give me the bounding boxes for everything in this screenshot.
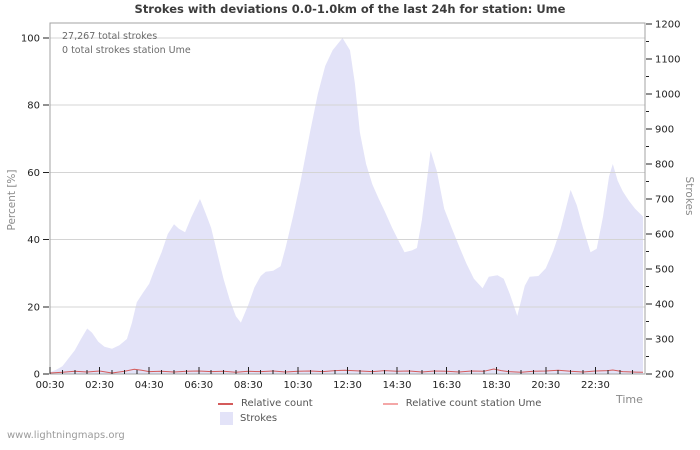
- right-axis-tick-label: 800: [655, 160, 674, 171]
- right-axis-tick-label: 700: [655, 195, 674, 206]
- legend-entry-relative-count-station: Relative count station Ume: [382, 398, 542, 409]
- x-tick-label: 08:30: [234, 380, 263, 391]
- relative-count-line: [49, 368, 644, 374]
- left-axis-tick-label: 0: [34, 370, 40, 381]
- left-axis-title: Percent [%]: [6, 169, 18, 231]
- right-axis-tick-label: 900: [655, 125, 674, 136]
- legend-row-area: Strokes: [220, 412, 277, 425]
- right-axis-tick-label: 500: [655, 265, 674, 276]
- right-axis-title: Strokes: [683, 176, 695, 216]
- chart-title: Strokes with deviations 0.0-1.0km of the…: [134, 2, 566, 16]
- legend-entry-strokes: Strokes: [220, 412, 277, 425]
- right-axis-tick-label: 200: [655, 370, 674, 381]
- strokes-area: [50, 38, 643, 374]
- x-tick-label: 22:30: [581, 380, 610, 391]
- strokes-swatch-icon: [220, 412, 233, 425]
- right-axis-tick-label: 300: [655, 335, 674, 346]
- x-tick-label: 02:30: [85, 380, 114, 391]
- left-axis-tick-label: 20: [27, 302, 40, 313]
- right-axis-tick-label: 600: [655, 230, 674, 241]
- legend-label-relative-count-station: Relative count station Ume: [405, 398, 542, 409]
- station-total-strokes-line: 0 total strokes station Ume: [62, 44, 191, 56]
- left-axis-tick-label: 60: [27, 168, 40, 179]
- x-tick-label: 12:30: [333, 380, 362, 391]
- legend-label-strokes: Strokes: [240, 413, 278, 424]
- x-tick-label: 20:30: [531, 380, 560, 391]
- legend-row-lines: Relative count Relative count station Um…: [218, 398, 541, 409]
- legend-entry-relative-count: Relative count: [218, 398, 313, 409]
- watermark-link[interactable]: www.lightningmaps.org: [7, 430, 125, 441]
- right-axis-tick-label: 1100: [655, 55, 680, 66]
- total-strokes-line: 27,267 total strokes: [62, 31, 158, 42]
- x-tick-label: 10:30: [284, 380, 313, 391]
- left-axis-tick-label: 40: [27, 235, 40, 246]
- x-tick-label: 00:30: [36, 380, 65, 391]
- x-tick-label: 06:30: [184, 380, 213, 391]
- right-axis-tick-label: 400: [655, 300, 674, 311]
- right-axis-tick-label: 1000: [655, 90, 680, 101]
- x-tick-label: 14:30: [383, 380, 412, 391]
- x-tick-label: 16:30: [432, 380, 461, 391]
- x-axis-title: Time: [616, 393, 643, 406]
- left-axis-tick-label: 100: [21, 34, 40, 45]
- x-tick-label: 04:30: [135, 380, 164, 391]
- legend-label-relative-count: Relative count: [241, 398, 313, 409]
- left-axis-tick-label: 80: [27, 101, 40, 112]
- total-strokes-annotation: 27,267 total strokes 0 total strokes sta…: [62, 30, 191, 57]
- x-tick-label: 18:30: [482, 380, 511, 391]
- relative-count-station-swatch-icon: [382, 402, 398, 405]
- right-axis-tick-label: 1200: [655, 20, 680, 31]
- relative-count-swatch-icon: [218, 402, 233, 405]
